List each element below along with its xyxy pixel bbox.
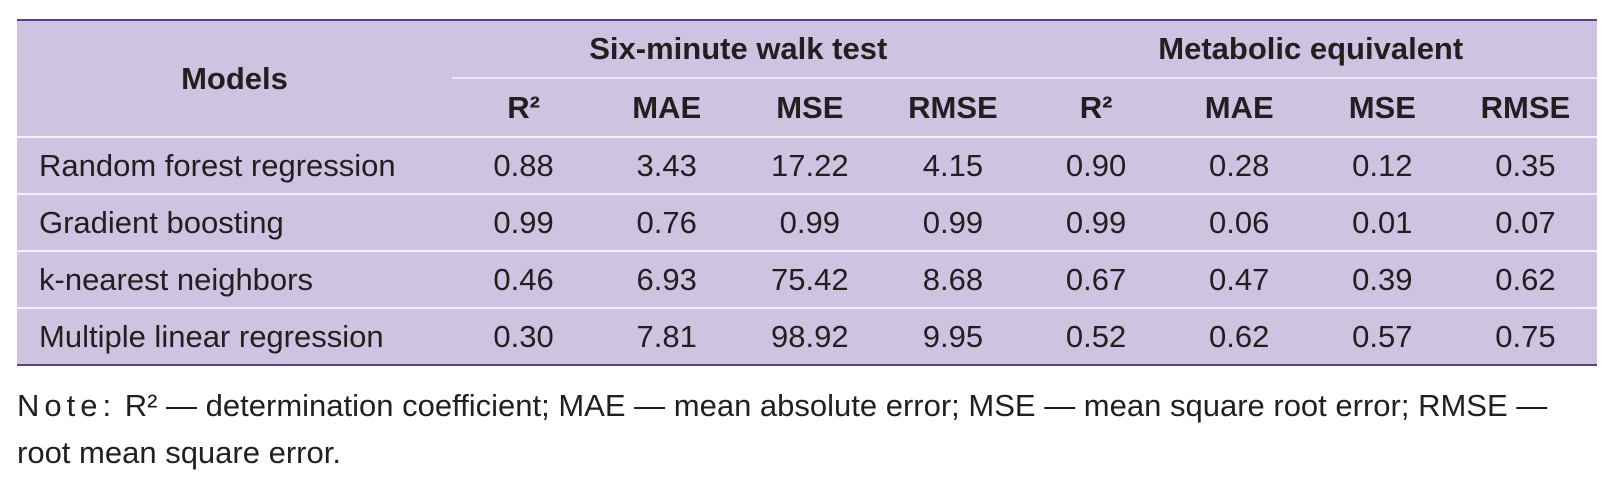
metric-value: 0.99 <box>452 193 596 251</box>
metric-value: 0.06 <box>1167 193 1311 251</box>
metric-value: 0.90 <box>1024 136 1168 194</box>
column-header: MAE <box>1204 89 1274 125</box>
metric-value: 0.47 <box>1167 250 1311 308</box>
metric-value: 0.28 <box>1167 136 1311 194</box>
metric-value: 0.88 <box>452 136 596 194</box>
metric-value: 0.46 <box>452 250 596 308</box>
metric-value: 0.30 <box>452 307 596 365</box>
metric-value: 0.75 <box>1453 307 1597 365</box>
metric-value: 0.07 <box>1453 193 1597 251</box>
metric-value: 0.76 <box>595 193 739 251</box>
column-header: RMSE <box>1480 89 1571 125</box>
table-row: Random forest regression 0.88 3.43 17.22 4.1… <box>17 136 1597 194</box>
metric-value: 0.35 <box>1453 136 1597 194</box>
table-row: k-nearest neighbors 0.46 6.93 75.42 8.68 0.67… <box>17 250 1597 308</box>
metric-value: 0.99 <box>881 193 1025 251</box>
metric-value: 0.99 <box>738 193 882 251</box>
note-label: Note: <box>17 388 117 423</box>
note: Note: R² — determination coefficient; MA… <box>17 382 1602 476</box>
metric-value: 0.62 <box>1453 250 1597 308</box>
metric-value: 6.93 <box>595 250 739 308</box>
column-header: R² <box>1079 89 1113 125</box>
metric-value: 3.43 <box>595 136 739 194</box>
note-text: R² — determination coefficient; MAE — me… <box>17 388 1548 470</box>
model-name: k-nearest neighbors <box>17 250 452 308</box>
metric-value: 0.99 <box>1024 193 1168 251</box>
metric-value: 7.81 <box>595 307 739 365</box>
metric-value: 0.62 <box>1167 307 1311 365</box>
column-header: MSE <box>776 89 844 125</box>
model-name: Multiple linear regression <box>17 307 452 365</box>
model-name: Random forest regression <box>17 136 452 194</box>
models-header: Models <box>181 60 288 96</box>
column-header: MSE <box>1348 89 1416 125</box>
metric-value: 0.67 <box>1024 250 1168 308</box>
metric-value: 0.01 <box>1310 193 1454 251</box>
metric-value: 17.22 <box>738 136 882 194</box>
metric-value: 0.12 <box>1310 136 1454 194</box>
column-header: RMSE <box>908 89 998 125</box>
table-header: Models Six-minute walk test Metabolic eq… <box>17 20 1597 137</box>
group-header: Six-minute walk test <box>452 20 1025 79</box>
model-name: Gradient boosting <box>17 193 452 251</box>
group-header: Metabolic equivalent <box>1024 20 1597 79</box>
metric-value: 98.92 <box>738 307 882 365</box>
metric-value: 4.15 <box>881 136 1025 194</box>
metric-value: 9.95 <box>881 307 1025 365</box>
group-row: Models Six-minute walk test Metabolic eq… <box>17 20 1597 96</box>
metric-value: 0.39 <box>1310 250 1454 308</box>
metric-value: 8.68 <box>881 250 1025 308</box>
metric-value: 75.42 <box>738 250 882 308</box>
column-row: R² MAE MSE RMSE R² MAE MSE RMSE <box>17 78 1597 137</box>
column-header: MAE <box>632 89 702 125</box>
metric-value: 0.52 <box>1024 307 1168 365</box>
table-row: Multiple linear regression 0.30 7.81 98.92 9… <box>17 307 1597 365</box>
metric-value: 0.57 <box>1310 307 1454 365</box>
results-table: Models Six-minute walk test Metabolic eq… <box>17 19 1597 366</box>
column-header: R² <box>507 89 540 125</box>
table-row: Gradient boosting 0.99 0.76 0.99 0.99 0.99 0.0… <box>17 193 1597 251</box>
table-body: Random forest regression 0.88 3.43 17.22 4.1… <box>17 136 1597 365</box>
